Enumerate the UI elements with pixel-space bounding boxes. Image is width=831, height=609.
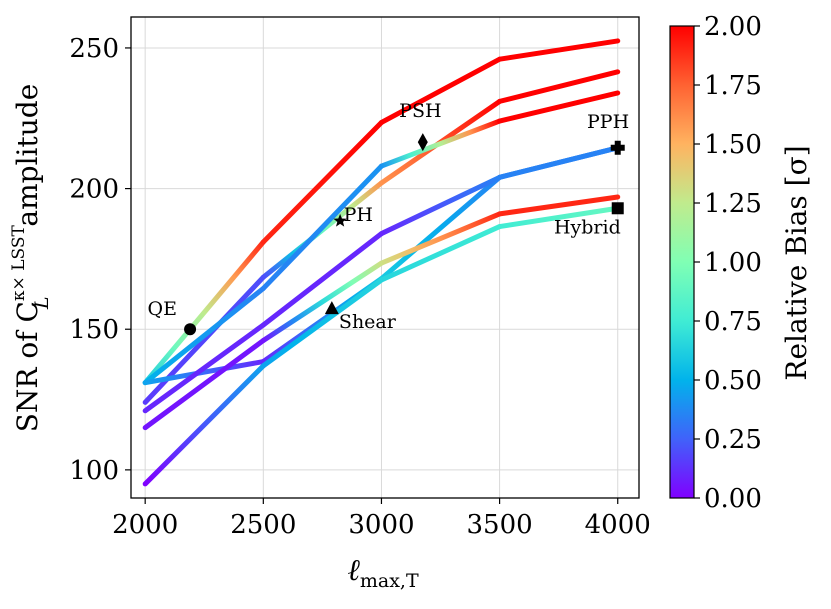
series-segment — [142, 363, 266, 487]
x-tick-label: 4000 — [585, 510, 651, 540]
y-tick-label: 250 — [69, 34, 119, 64]
colorbar-tick-label: 1.75 — [704, 71, 762, 101]
annotation-psh: PSH — [399, 100, 441, 122]
series-segment — [497, 69, 621, 104]
series-segment — [378, 174, 503, 237]
series-segment — [260, 231, 384, 328]
x-tick-label: 3000 — [348, 510, 414, 540]
x-tick-label: 2500 — [230, 510, 296, 540]
x-axis-title: ℓmax,T — [347, 553, 419, 592]
colorbar-tick-label: 0.50 — [704, 366, 762, 396]
series-segment — [378, 174, 503, 282]
series-segment — [497, 205, 621, 230]
plot-frame — [130, 16, 640, 499]
marker-shear — [324, 301, 339, 315]
y-axis-title: SNR of Cκ× LSSTLamplitude — [9, 84, 53, 433]
series-segment — [260, 163, 384, 291]
series-segment — [378, 118, 503, 169]
series-segment — [142, 359, 266, 386]
y-tick-label: 200 — [69, 175, 119, 205]
y-tick-label: 150 — [69, 315, 119, 345]
series-line — [142, 38, 621, 386]
series-segment — [378, 56, 503, 125]
marker-ph — [333, 213, 347, 227]
colorbar-ticks: 0.00 0.25 0.50 0.75 1.00 1.25 1.50 1.75 2.00 — [694, 12, 762, 514]
series-segment — [497, 194, 621, 217]
series-line — [142, 194, 621, 431]
x-tick-label: 3500 — [467, 510, 533, 540]
annotation-shear: Shear — [339, 311, 397, 333]
series-line — [142, 205, 621, 487]
series-segment — [142, 322, 266, 414]
series-markers — [184, 133, 625, 336]
series-segment — [497, 38, 621, 62]
annotation-ph: PH — [344, 204, 373, 226]
series-segment — [142, 239, 266, 386]
colorbar-tick-label: 1.00 — [704, 248, 762, 278]
colorbar — [669, 25, 695, 499]
marker-pph — [610, 140, 625, 155]
series-segment — [378, 211, 503, 266]
series-line — [142, 90, 621, 386]
colorbar-tick-label: 1.25 — [704, 189, 762, 219]
annotation-qe: QE — [148, 298, 177, 320]
series-lines — [142, 38, 621, 487]
annotations: QE PH Shear PSH PPH Hybrid — [148, 100, 630, 333]
series-segment — [497, 90, 621, 124]
series-segment — [260, 119, 384, 245]
colorbar-tick-label: 0.75 — [704, 307, 762, 337]
marker-qe — [184, 323, 197, 336]
y-tick-label: 100 — [69, 456, 119, 486]
series-segment — [142, 337, 266, 431]
x-axis-ticks: 2000 2500 3000 3500 4000 — [112, 498, 651, 540]
grid — [131, 17, 639, 498]
series-segment — [378, 224, 503, 283]
colorbar-tick-label: 1.50 — [704, 130, 762, 160]
x-tick-label: 2000 — [112, 510, 178, 540]
series-segment — [260, 260, 384, 343]
series-segment — [497, 145, 621, 180]
colorbar-tick-label: 0.00 — [704, 484, 762, 514]
colorbar-tick-label: 0.25 — [704, 425, 762, 455]
colorbar-tick-label: 2.00 — [704, 12, 762, 42]
marker-hybrid — [611, 202, 624, 215]
y-axis-ticks: 100 150 200 250 — [69, 34, 131, 486]
series-line — [142, 145, 621, 414]
annotation-hybrid: Hybrid — [554, 217, 621, 239]
colorbar-title: Relative Bias [σ] — [780, 145, 813, 380]
marker-psh — [417, 133, 428, 152]
series-segment — [260, 277, 384, 369]
annotation-pph: PPH — [587, 111, 629, 133]
series-segment — [142, 285, 266, 386]
